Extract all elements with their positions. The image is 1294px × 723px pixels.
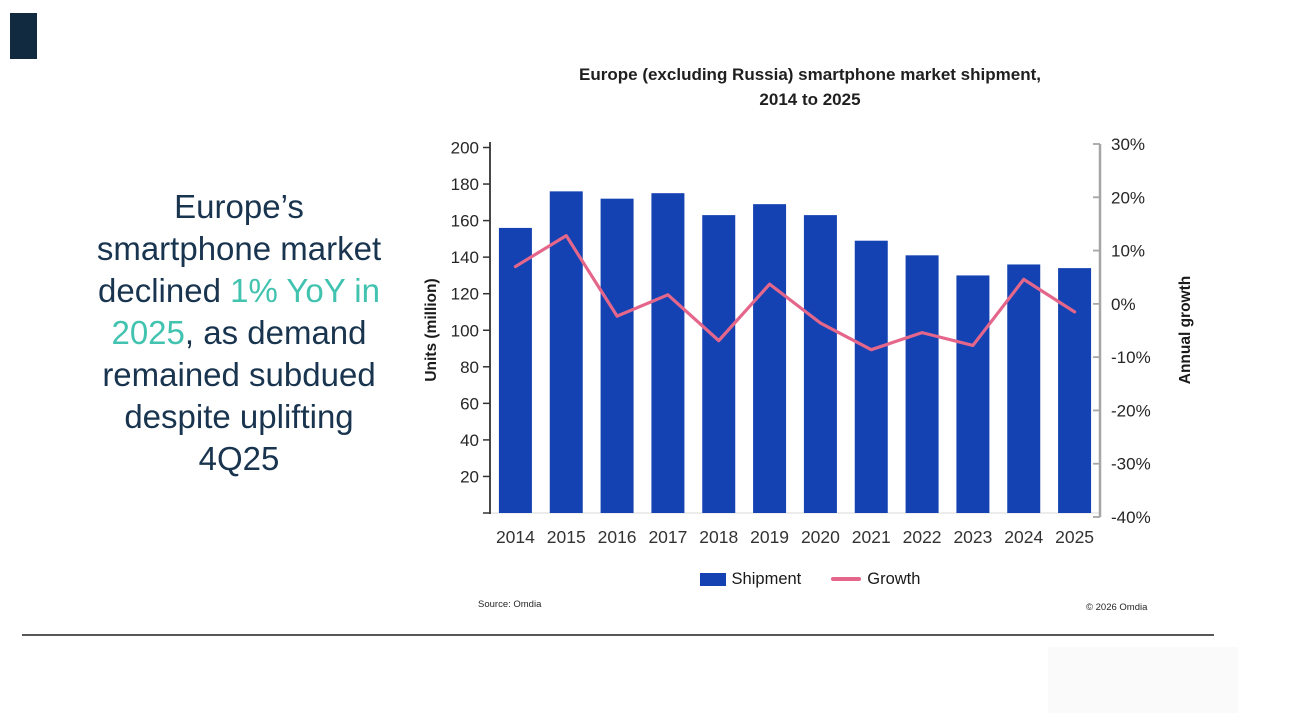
svg-text:-10%: -10% xyxy=(1111,348,1151,367)
chart-title-line1: Europe (excluding Russia) smartphone mar… xyxy=(579,65,1041,84)
svg-text:20%: 20% xyxy=(1111,188,1145,207)
svg-text:-40%: -40% xyxy=(1111,508,1151,527)
chart-title: Europe (excluding Russia) smartphone mar… xyxy=(460,62,1160,112)
svg-text:2014: 2014 xyxy=(496,527,535,547)
legend-item-growth: Growth xyxy=(831,570,920,589)
svg-text:160: 160 xyxy=(451,212,479,231)
legend-label-growth: Growth xyxy=(867,569,921,588)
svg-text:-30%: -30% xyxy=(1111,455,1151,474)
footer-divider xyxy=(22,634,1214,636)
svg-text:60: 60 xyxy=(460,394,479,413)
legend: Shipment Growth xyxy=(460,568,1160,590)
svg-text:2023: 2023 xyxy=(953,527,992,547)
svg-text:2018: 2018 xyxy=(699,527,738,547)
svg-text:140: 140 xyxy=(451,248,479,267)
svg-text:20: 20 xyxy=(460,467,479,486)
legend-item-shipment: Shipment xyxy=(699,569,802,589)
legend-label-shipment: Shipment xyxy=(731,569,802,588)
headline: Europe’s smartphone market declined 1% Y… xyxy=(96,188,382,477)
svg-text:2025: 2025 xyxy=(1055,527,1094,547)
growth-legend-swatch xyxy=(831,577,862,581)
source-note: Source: Omdia xyxy=(478,599,542,610)
svg-text:2017: 2017 xyxy=(648,527,687,547)
svg-text:40: 40 xyxy=(460,431,479,450)
shipment-legend-swatch xyxy=(699,572,726,586)
svg-text:2024: 2024 xyxy=(1004,527,1043,547)
copyright-note: © 2026 Omdia xyxy=(1086,602,1148,613)
svg-text:100: 100 xyxy=(451,321,479,340)
svg-text:10%: 10% xyxy=(1111,242,1145,261)
plot-area: 20 40 60 80 100 120 140 160 180 200 30% 20% 10% 0% -10… xyxy=(451,135,1151,547)
svg-text:180: 180 xyxy=(451,175,479,194)
svg-text:120: 120 xyxy=(451,285,479,304)
svg-text:30%: 30% xyxy=(1111,135,1145,154)
chart-title-line2: 2014 to 2025 xyxy=(759,90,861,109)
corner-logo-mark xyxy=(10,13,37,59)
svg-text:2020: 2020 xyxy=(801,527,840,547)
svg-text:2022: 2022 xyxy=(903,527,942,547)
svg-text:80: 80 xyxy=(460,358,479,377)
watermark-box xyxy=(1048,647,1238,713)
svg-text:-20%: -20% xyxy=(1111,401,1151,420)
svg-text:2019: 2019 xyxy=(750,527,789,547)
svg-text:200: 200 xyxy=(451,139,479,158)
svg-text:0%: 0% xyxy=(1111,295,1136,314)
svg-text:2021: 2021 xyxy=(852,527,891,547)
svg-text:2016: 2016 xyxy=(598,527,637,547)
svg-text:2015: 2015 xyxy=(547,527,586,547)
